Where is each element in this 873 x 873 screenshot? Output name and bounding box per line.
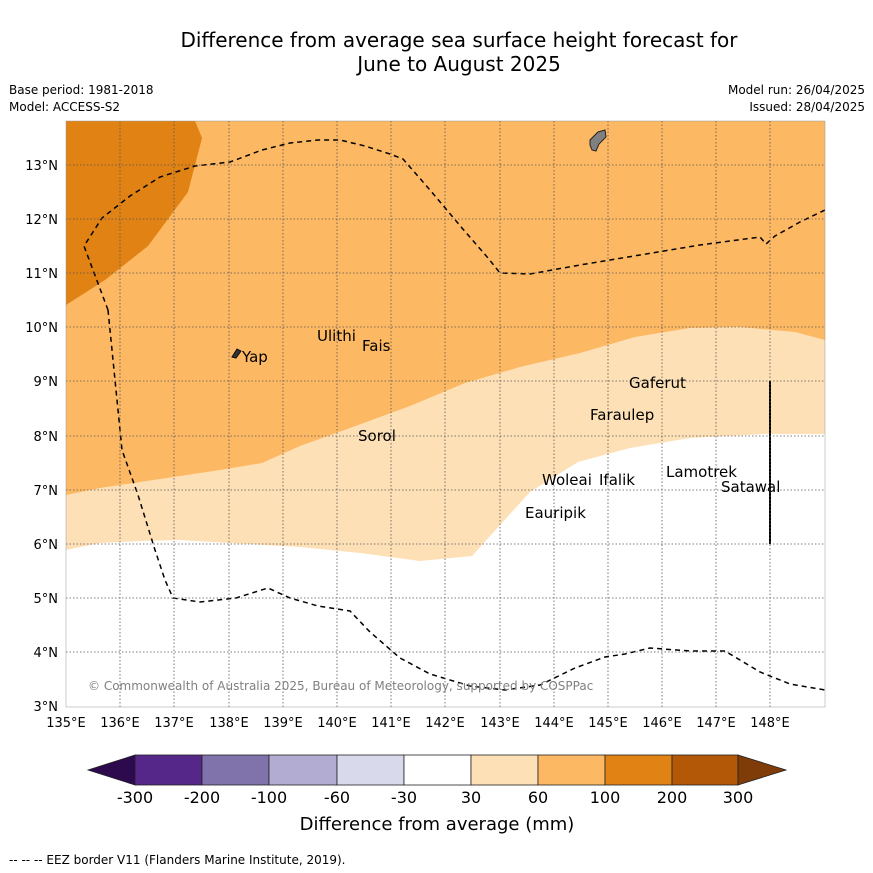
meta-right: Model run: 26/04/2025 Issued: 28/04/2025: [728, 82, 865, 116]
place-ulithi: Ulithi: [317, 327, 356, 345]
lat-tick: 9°N: [34, 375, 59, 390]
colorbar-title: Difference from average (mm): [300, 814, 575, 835]
place-gaferut: Gaferut: [629, 374, 686, 392]
lat-axis: 3°N 4°N 5°N 6°N 7°N 8°N 9°N 10°N 11°N 12…: [25, 159, 58, 715]
lon-tick: 135°E: [46, 716, 86, 731]
issued-date: Issued: 28/04/2025: [749, 100, 865, 114]
model-run: Model run: 26/04/2025: [727, 83, 865, 97]
lon-tick: 136°E: [100, 716, 140, 731]
gridlines: [66, 121, 825, 707]
colorbar-segment: [470, 754, 539, 786]
colorbar-label: -60: [324, 788, 350, 807]
colorbar-segment: [336, 754, 405, 786]
colorbar-segment: [604, 754, 673, 786]
lon-tick: 139°E: [263, 716, 303, 731]
model-name: Model: ACCESS-S2: [9, 100, 121, 114]
eez-border-south: [107, 309, 825, 691]
lon-tick: 148°E: [750, 716, 790, 731]
colorbar-label: -200: [184, 788, 220, 807]
colorbar-label: 100: [590, 788, 621, 807]
colorbar-label: -100: [251, 788, 287, 807]
colorbar-label: -30: [391, 788, 417, 807]
colorbar-segment: [671, 754, 739, 786]
place-ifalik: Ifalik: [599, 471, 635, 489]
colorbar-segment: [537, 754, 606, 786]
lon-tick: 140°E: [317, 716, 357, 731]
lat-tick: 7°N: [34, 484, 59, 499]
guam-island: [589, 129, 607, 152]
lat-tick: 4°N: [34, 646, 59, 661]
colorbar-extend-high: [737, 754, 788, 786]
eez-border: [83, 139, 825, 311]
place-faraulep: Faraulep: [590, 406, 654, 424]
copyright-notice: © Commonwealth of Australia 2025, Bureau…: [88, 679, 593, 693]
lat-tick: 12°N: [25, 213, 58, 228]
lon-axis: 135°E 136°E 137°E 138°E 139°E 140°E 141°…: [46, 716, 790, 731]
colorbar-label: 300: [723, 788, 754, 807]
lon-tick: 145°E: [588, 716, 628, 731]
place-labels: Yap Ulithi Fais Sorol Gaferut Faraulep W…: [241, 327, 780, 522]
eez-footnote: -- -- -- EEZ border V11 (Flanders Marine…: [9, 853, 346, 867]
lon-tick: 137°E: [154, 716, 194, 731]
lon-tick: 146°E: [642, 716, 682, 731]
colorbar-segment: [134, 754, 203, 786]
lat-tick: 5°N: [34, 592, 59, 607]
place-sorol: Sorol: [358, 427, 396, 445]
place-eauripik: Eauripik: [525, 504, 586, 522]
colorbar-label: -300: [117, 788, 153, 807]
lat-tick: 10°N: [25, 321, 58, 336]
place-woleai: Woleai: [542, 471, 592, 489]
lon-tick: 138°E: [209, 716, 249, 731]
place-fais: Fais: [362, 337, 391, 355]
lat-tick: 13°N: [25, 159, 58, 174]
place-lamotrek: Lamotrek: [666, 463, 737, 481]
colorbar-segment: [403, 754, 472, 786]
colorbar-label: 30: [461, 788, 481, 807]
colorbar-label: 200: [657, 788, 688, 807]
lon-tick: 144°E: [534, 716, 574, 731]
base-period: Base period: 1981-2018: [9, 83, 154, 97]
lat-tick: 8°N: [34, 430, 59, 445]
colorbar-segment: [268, 754, 338, 786]
lat-tick: 3°N: [34, 700, 59, 715]
colorbar-segment: [201, 754, 270, 786]
place-yap: Yap: [241, 348, 268, 366]
lon-tick: 143°E: [480, 716, 520, 731]
map-frame: [65, 120, 826, 708]
place-satawal: Satawal: [721, 478, 780, 496]
colorbar: -300 -200 -100 -60 -30 30 60 100 200 300…: [86, 754, 788, 835]
map-title: Difference from average sea surface heig…: [0, 28, 873, 76]
meta-left: Base period: 1981-2018 Model: ACCESS-S2: [9, 82, 154, 116]
lon-tick: 141°E: [371, 716, 411, 731]
yap-island: [231, 348, 242, 359]
colorbar-label: 60: [528, 788, 548, 807]
lat-tick: 6°N: [34, 538, 59, 553]
lat-tick: 11°N: [25, 267, 58, 282]
title-line-1: Difference from average sea surface heig…: [180, 28, 738, 52]
band-60-100: [66, 121, 825, 495]
lon-tick: 142°E: [425, 716, 465, 731]
map-panel: Yap Ulithi Fais Sorol Gaferut Faraulep W…: [66, 121, 825, 707]
colorbar-extend-low: [86, 754, 136, 786]
band-100-200: [66, 121, 202, 305]
lon-tick: 147°E: [696, 716, 736, 731]
title-line-2: June to August 2025: [357, 52, 561, 76]
